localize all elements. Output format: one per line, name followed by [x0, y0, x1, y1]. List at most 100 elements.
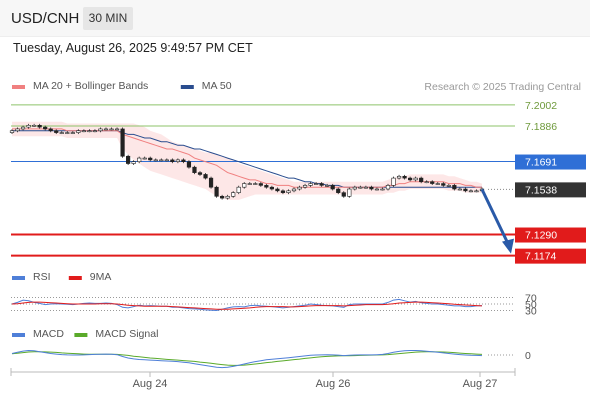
bollinger-band [12, 121, 482, 200]
candle-body [48, 128, 53, 132]
candle-body [297, 186, 302, 190]
candle-body [65, 132, 70, 134]
timeframe-button[interactable]: 30 MIN [83, 7, 133, 30]
candle-body [242, 183, 247, 188]
candle-body [302, 185, 308, 188]
timestamp: Tuesday, August 26, 2025 9:49:57 PM CET [13, 41, 253, 55]
macd-legend-label-1: MACD Signal [95, 328, 158, 340]
candle-body [441, 183, 446, 186]
candle-body [142, 157, 147, 160]
candle-body [32, 125, 37, 127]
candle-body [26, 125, 31, 128]
candle-body [374, 188, 380, 191]
candle-body [20, 126, 26, 130]
macd-legend-label-0: MACD [33, 328, 64, 340]
macd-panel [11, 349, 515, 369]
x-tick-label-1: Aug 26 [316, 378, 351, 390]
candle-body [468, 190, 474, 193]
candle-body [380, 188, 385, 191]
candle-body [114, 128, 120, 131]
candle-body [148, 157, 153, 161]
price-legend-swatch-0 [12, 85, 25, 89]
candle-body [76, 130, 81, 133]
rsi-level-label-50: 50 [525, 299, 537, 311]
candle-body [352, 186, 357, 190]
candle-body [474, 190, 479, 193]
macd-legend-swatch-0 [12, 333, 25, 337]
candle-body [87, 130, 92, 133]
price-panel [9, 104, 515, 257]
candle-body [54, 130, 59, 133]
candle-body [363, 186, 368, 189]
candle-body [225, 195, 230, 199]
candle-body [164, 159, 169, 162]
rsi-legend-label-1: 9MA [90, 271, 112, 283]
candle-body [391, 177, 396, 186]
candle-body [347, 188, 352, 197]
candle-body [457, 188, 462, 191]
candle-body [186, 161, 192, 168]
rsi-legend-swatch-0 [12, 276, 25, 280]
rsi-level-label-30: 30 [525, 306, 537, 318]
x-axis: Aug 24 Aug 26 Aug 27 [10, 368, 516, 390]
candle-body [247, 183, 252, 185]
candle-body [92, 130, 98, 133]
candle-body [81, 130, 86, 133]
header-bar: USD/CNH 30 MIN [0, 0, 590, 37]
level-tag-7.1691 [515, 154, 586, 170]
level-label-7.1886: 7.1886 [525, 121, 557, 133]
candle-body [153, 159, 158, 162]
candle-body [109, 128, 114, 131]
candle-body [402, 175, 407, 179]
candle-body [159, 159, 164, 162]
candle-body [170, 159, 175, 163]
price-legend-label-0: MA 20 + Bollinger Bands [33, 80, 148, 92]
level-label-7.2002: 7.2002 [525, 100, 557, 112]
candle-body [430, 181, 435, 184]
candle-body [408, 177, 413, 181]
candle-body [286, 190, 291, 193]
candle-body [98, 128, 103, 132]
forecast-arrow-head [502, 238, 514, 254]
candle-body [319, 183, 324, 186]
x-tick-label-0: Aug 24 [133, 378, 168, 390]
candle-body [37, 125, 42, 128]
candle-body [197, 172, 203, 175]
candle-body [70, 132, 75, 134]
macd-level-label-0: 0 [525, 350, 531, 362]
candle-body [325, 185, 330, 187]
candle-body [131, 161, 136, 164]
candle-body [59, 132, 64, 134]
macd-line [11, 349, 483, 369]
candle-body [192, 166, 197, 173]
candle-body [419, 177, 424, 183]
candle-body [446, 185, 451, 187]
forecast-arrow-shaft [480, 188, 510, 245]
candle-body [275, 188, 280, 192]
candle-body [120, 128, 125, 157]
symbol-title: USD/CNH [11, 10, 80, 27]
candle-body [236, 186, 241, 193]
rsi-legend-swatch-1 [68, 276, 82, 280]
candle-body [103, 128, 109, 131]
candle-body [15, 128, 20, 132]
candle-body [220, 195, 225, 199]
level-tag-7.1174 [515, 248, 586, 264]
level-tag-text-7.1290: 7.1290 [525, 230, 557, 242]
candle-body [43, 126, 48, 130]
candle-body [269, 186, 274, 190]
level-tag-text-7.1691: 7.1691 [525, 157, 557, 169]
candle-body [330, 185, 335, 190]
candle-body [308, 183, 313, 186]
rsi-panel [11, 297, 515, 312]
rsi-ma-line [11, 301, 483, 310]
candle-body [336, 188, 341, 193]
level-tag-text-7.1174: 7.1174 [525, 251, 556, 263]
level-tag-7.1290 [515, 227, 586, 243]
candle-body [358, 186, 363, 189]
candle-body [463, 188, 468, 192]
candle-body [231, 192, 236, 197]
candle-body [314, 183, 319, 185]
chart-labels: MA 20 + Bollinger Bands MA 50 Research © 2… [12, 80, 586, 362]
